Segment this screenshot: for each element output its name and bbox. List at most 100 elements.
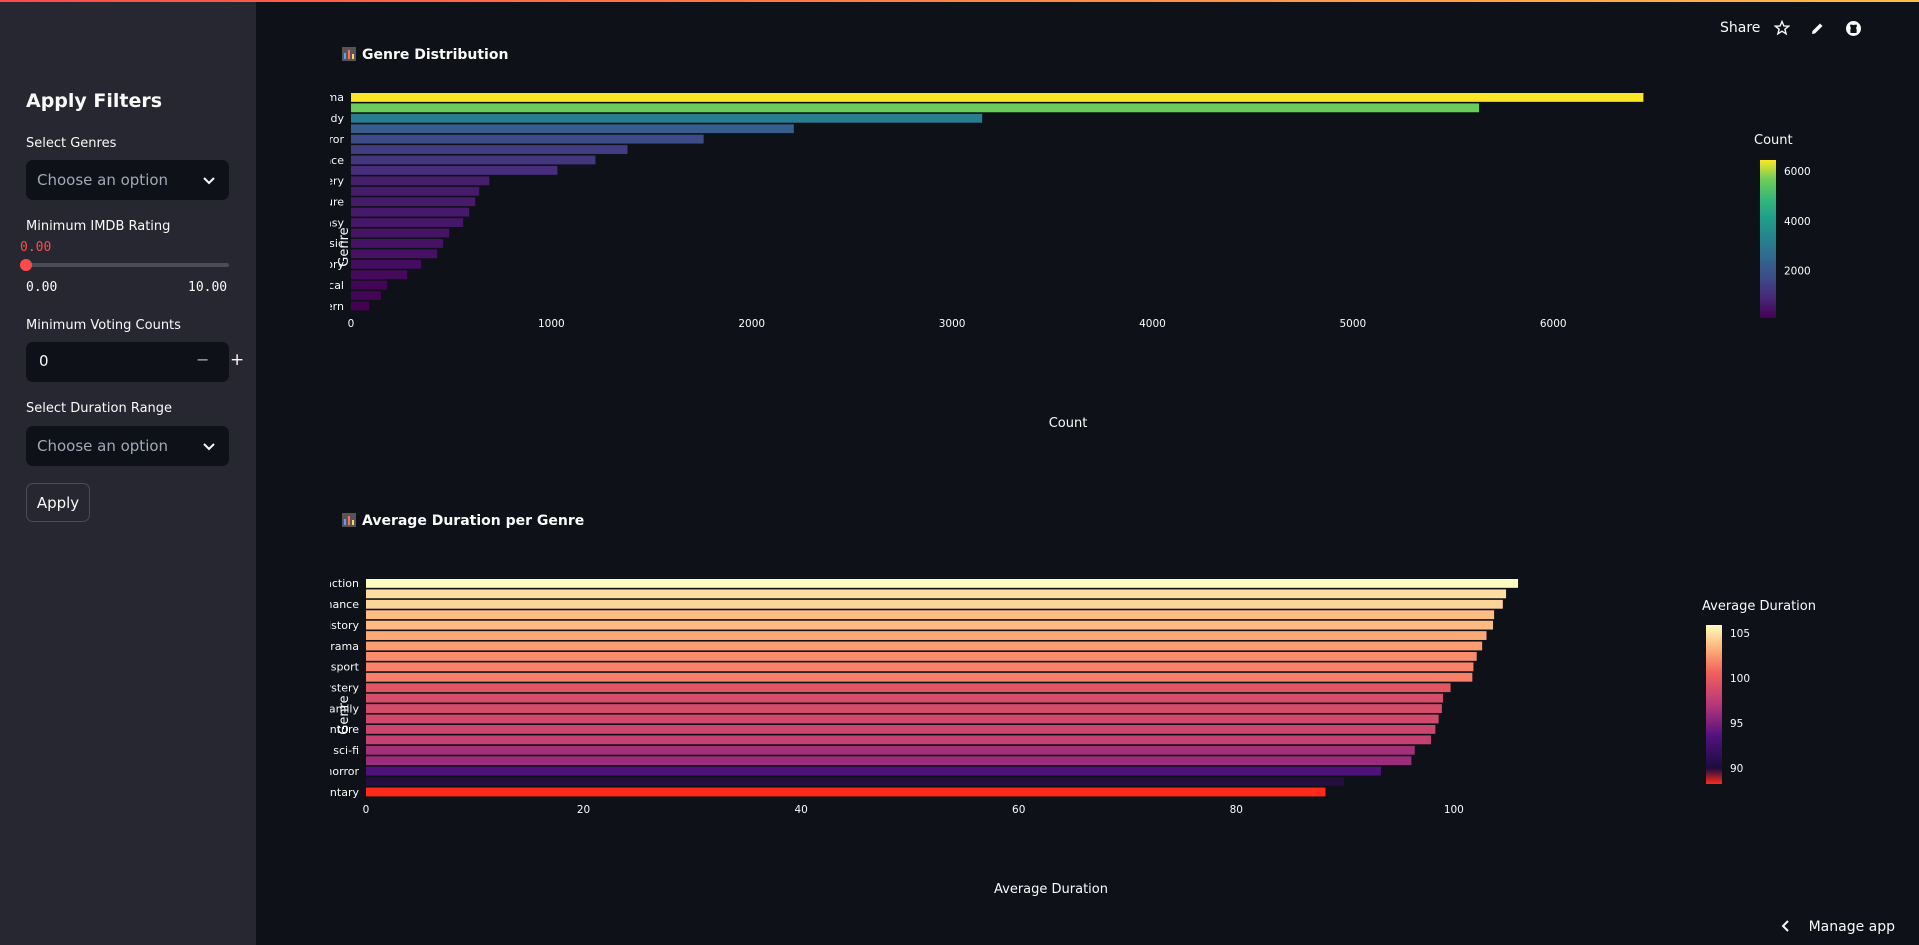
y-tick-label: mystery	[330, 682, 359, 695]
bar-row-1[interactable]	[351, 103, 1480, 113]
bar-musical[interactable]	[351, 280, 388, 290]
bar-comedy[interactable]	[351, 113, 983, 123]
y-tick-label: adventure	[330, 723, 359, 736]
rating-slider-thumb[interactable]	[20, 259, 32, 271]
bar-row-3[interactable]	[351, 124, 794, 134]
bar-romance[interactable]	[351, 155, 596, 165]
bar-row-9[interactable]	[351, 186, 480, 196]
bar-mystery[interactable]	[366, 683, 1451, 693]
bar-family[interactable]	[366, 704, 1442, 713]
bar-row-13[interactable]	[351, 228, 450, 238]
bar-row-13[interactable]	[366, 714, 1439, 724]
chart2-colorbar-title: Average Duration	[1702, 599, 1816, 614]
y-tick-label: fantasy	[330, 216, 344, 229]
bar-row-11[interactable]	[366, 693, 1443, 703]
y-tick-label: adventure	[330, 196, 344, 209]
genres-select[interactable]: Choose an option	[26, 160, 229, 200]
bar-row-9[interactable]	[366, 672, 1473, 682]
bar-row-17[interactable]	[366, 756, 1412, 766]
bar-row-15[interactable]	[366, 735, 1432, 745]
votes-increment-button[interactable]: +	[230, 350, 245, 370]
chart2-colorbar	[1706, 625, 1722, 784]
average-duration-chart[interactable]: action romance history drama sport mystery fam…	[330, 560, 1850, 905]
chart1-ylabel: Genre	[337, 227, 352, 266]
chevron-left-icon	[1781, 920, 1789, 932]
colorbar-tick-label: 95	[1730, 718, 1743, 730]
chart1-colorbar-title: Count	[1754, 133, 1793, 148]
x-tick-label: 0	[363, 804, 370, 816]
share-button[interactable]: Share	[1720, 20, 1761, 36]
y-tick-label: action	[330, 577, 359, 590]
y-tick-label: romance	[330, 598, 359, 611]
y-tick-label: western	[330, 300, 344, 313]
bar-row-11[interactable]	[351, 207, 470, 217]
rating-max-label: 10.00	[188, 280, 228, 295]
bar-drama[interactable]	[366, 641, 1483, 651]
chart1-colorbar	[1760, 160, 1776, 318]
x-tick-label: 5000	[1339, 318, 1366, 330]
genre-distribution-chart[interactable]: drama comedy horror romance mystery adventure…	[330, 90, 1850, 435]
y-tick-label: horror	[330, 133, 344, 146]
bar-row-17[interactable]	[351, 270, 408, 280]
bar-history[interactable]	[366, 620, 1494, 630]
duration-placeholder: Choose an option	[37, 437, 169, 455]
y-tick-label: drama	[330, 91, 344, 104]
y-tick-label: romance	[330, 154, 344, 167]
x-tick-label: 2000	[738, 318, 765, 330]
bar-documentary[interactable]	[366, 787, 1326, 797]
github-icon[interactable]	[1845, 20, 1862, 37]
y-tick-label: comedy	[330, 112, 344, 125]
chart2-ylabel: Genre	[337, 695, 352, 734]
colorbar-tick-label: 105	[1730, 628, 1750, 640]
colorbar-tick-label: 6000	[1784, 166, 1811, 178]
votes-label: Minimum Voting Counts	[26, 318, 181, 333]
bar-sci-fi[interactable]	[366, 745, 1415, 755]
sidebar: Apply Filters Select Genres Choose an op…	[0, 0, 256, 945]
bar-adventure[interactable]	[351, 197, 476, 207]
bar-row-5[interactable]	[351, 145, 628, 154]
bar-western[interactable]	[351, 301, 370, 311]
y-tick-label: musical	[330, 279, 344, 292]
bar-horror[interactable]	[366, 766, 1381, 776]
bar-action[interactable]	[366, 579, 1519, 588]
bar-chart-icon	[342, 47, 356, 61]
duration-label: Select Duration Range	[26, 401, 173, 416]
bar-row-7[interactable]	[351, 166, 558, 175]
sidebar-title: Apply Filters	[26, 90, 163, 112]
rating-slider-track[interactable]	[26, 263, 229, 267]
bar-row-19[interactable]	[366, 777, 1344, 786]
bar-romance[interactable]	[366, 599, 1503, 609]
chart1-xlabel: Count	[1049, 416, 1088, 431]
average-duration-title-text: Average Duration per Genre	[362, 513, 585, 529]
votes-value[interactable]: 0	[39, 352, 49, 370]
duration-select[interactable]: Choose an option	[26, 426, 229, 466]
manage-app-button[interactable]: Manage app	[1781, 919, 1895, 935]
votes-decrement-button[interactable]: −	[196, 350, 210, 369]
bar-row-15[interactable]	[351, 249, 438, 259]
y-tick-label: family	[330, 702, 359, 715]
rating-slider-value: 0.00	[20, 240, 52, 255]
edit-icon[interactable]	[1810, 21, 1825, 36]
apply-button[interactable]: Apply	[26, 483, 90, 522]
bar-history[interactable]	[351, 259, 422, 269]
x-tick-label: 60	[1012, 804, 1025, 816]
bar-fantasy[interactable]	[351, 218, 464, 227]
y-tick-label: horror	[330, 765, 359, 778]
top-accent-bar	[0, 0, 1919, 2]
y-tick-label: drama	[330, 640, 359, 653]
x-tick-label: 1000	[538, 318, 565, 330]
bar-mystery[interactable]	[351, 176, 490, 186]
bar-row-5[interactable]	[366, 631, 1487, 640]
bar-sport[interactable]	[366, 662, 1474, 672]
bar-row-7[interactable]	[366, 652, 1477, 661]
bar-horror[interactable]	[351, 134, 704, 144]
bar-music[interactable]	[351, 239, 444, 248]
votes-number-input[interactable]: 0 − +	[26, 342, 244, 382]
bar-row-19[interactable]	[351, 291, 382, 300]
bar-row-1[interactable]	[366, 589, 1507, 599]
bar-adventure[interactable]	[366, 725, 1436, 734]
star-icon[interactable]	[1774, 20, 1790, 36]
bar-drama[interactable]	[351, 93, 1644, 102]
y-tick-label: music	[330, 237, 344, 250]
bar-row-3[interactable]	[366, 610, 1495, 620]
